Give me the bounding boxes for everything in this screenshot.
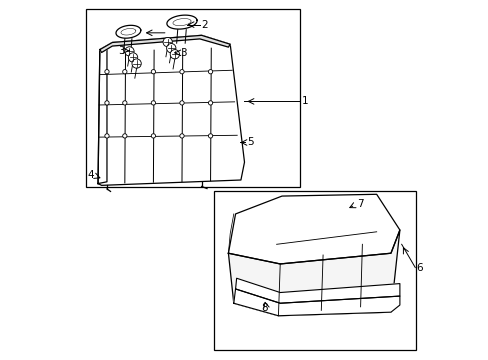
Circle shape xyxy=(122,134,127,138)
Polygon shape xyxy=(235,278,399,303)
Polygon shape xyxy=(233,289,399,316)
Text: 2: 2 xyxy=(201,19,208,30)
Circle shape xyxy=(208,134,212,138)
Circle shape xyxy=(180,69,184,74)
Polygon shape xyxy=(100,35,230,53)
Circle shape xyxy=(104,101,109,105)
Polygon shape xyxy=(98,35,244,185)
Circle shape xyxy=(166,44,176,53)
Text: 1: 1 xyxy=(301,96,307,107)
Text: 8: 8 xyxy=(260,302,267,312)
Bar xyxy=(214,191,415,350)
Circle shape xyxy=(128,53,138,62)
Circle shape xyxy=(104,134,109,138)
Polygon shape xyxy=(116,25,141,38)
Circle shape xyxy=(151,101,155,105)
Polygon shape xyxy=(98,48,107,184)
Circle shape xyxy=(151,69,155,74)
Bar xyxy=(85,9,299,187)
Circle shape xyxy=(180,101,184,105)
Circle shape xyxy=(180,134,184,138)
Circle shape xyxy=(208,101,212,105)
Circle shape xyxy=(151,134,155,138)
Circle shape xyxy=(170,50,179,59)
Text: 3: 3 xyxy=(118,46,124,56)
Circle shape xyxy=(122,69,127,74)
Text: 5: 5 xyxy=(247,138,253,148)
Text: 3: 3 xyxy=(180,48,186,58)
Polygon shape xyxy=(228,194,399,264)
Circle shape xyxy=(122,101,127,105)
Circle shape xyxy=(132,59,141,68)
Circle shape xyxy=(208,69,212,74)
Circle shape xyxy=(124,47,134,56)
Text: 4: 4 xyxy=(87,170,94,180)
Polygon shape xyxy=(166,15,197,29)
Polygon shape xyxy=(228,230,399,316)
Text: 6: 6 xyxy=(416,262,423,273)
Circle shape xyxy=(104,69,109,74)
Circle shape xyxy=(163,37,172,47)
Text: 7: 7 xyxy=(356,199,363,209)
